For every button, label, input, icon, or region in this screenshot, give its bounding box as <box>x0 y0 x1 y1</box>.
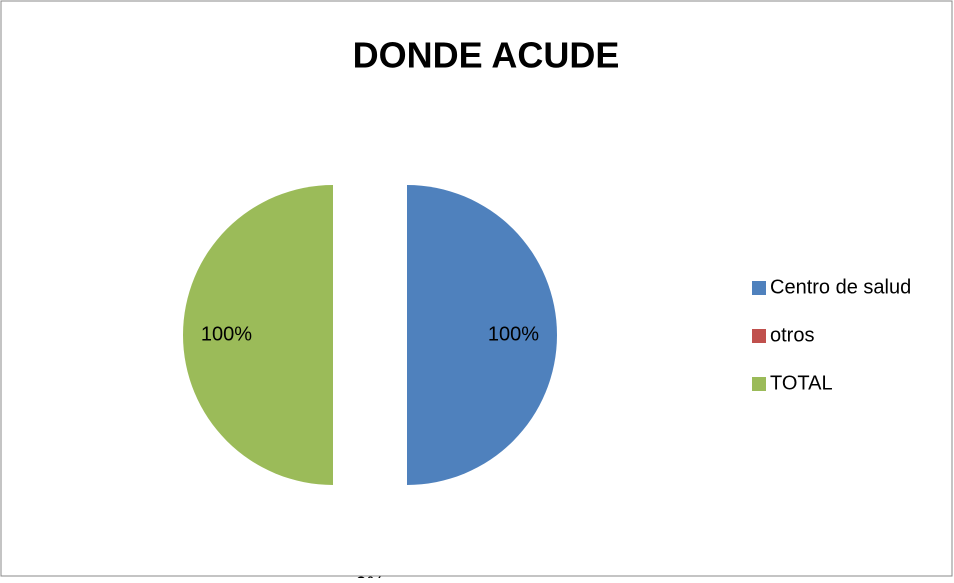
legend-label: otros <box>770 324 814 346</box>
legend-label: Centro de salud <box>770 276 911 298</box>
legend-swatch <box>752 281 766 295</box>
chart-title: DONDE ACUDE <box>353 35 620 76</box>
legend-swatch <box>752 329 766 343</box>
pie-slice <box>183 185 333 485</box>
legend-label: TOTAL <box>770 372 833 394</box>
data-label: 100% <box>488 323 539 345</box>
legend-swatch <box>752 377 766 391</box>
pie-slice <box>407 185 557 485</box>
data-label: 100% <box>201 323 252 345</box>
data-label: 0% <box>356 573 385 578</box>
